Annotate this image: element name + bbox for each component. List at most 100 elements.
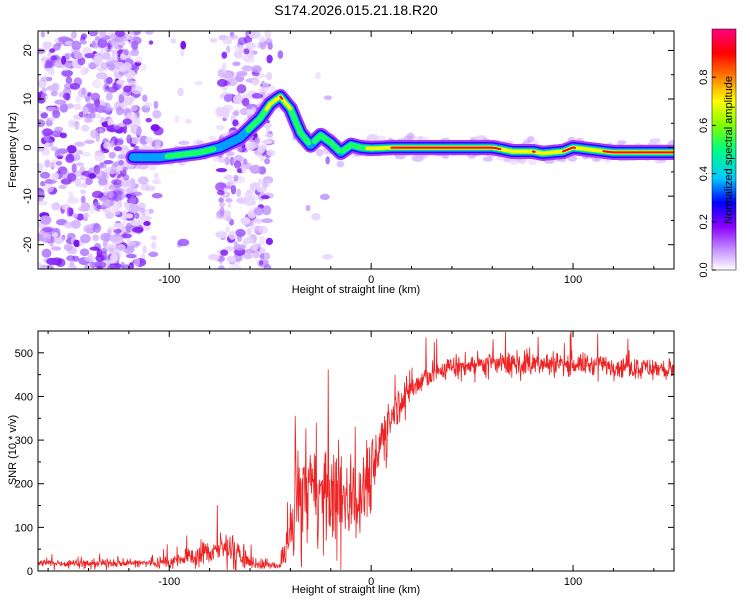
colorbar-tick-label: 0.2 [698,214,710,229]
spectrogram-noise-blob [39,171,51,179]
spectrogram-noise-blob [259,235,265,245]
spectrogram-noise-blob [266,54,273,64]
spectrogram-noise-blob [88,62,97,70]
colorbar-ticks: 0.0 0.2 0.4 0.6 0.8 [698,70,716,278]
spectrogram-halo-blob [178,140,190,145]
spectrogram-noise-blob [122,48,130,56]
spectrogram-noise-blob [225,246,236,251]
spectrogram-noise-blob [322,253,333,260]
spectrogram-noise-blob [79,175,87,181]
spectrogram-noise-blob [106,92,113,101]
spectrogram-noise-blob [234,160,242,169]
spectrogram-noise-blob [83,212,89,219]
spectrogram-halo-blob [209,135,217,142]
spectrogram-noise-blob [222,104,234,112]
spectrogram-noise-blob [263,264,272,269]
spectrogram-noise-blob [107,264,117,269]
spectrogram-noise-blob [75,149,84,155]
spectrogram-noise-blob [110,45,120,53]
spectrogram-y-label: Frequency (Hz) [7,112,19,188]
spectrogram-noise-blob [249,224,261,231]
spectrogram-noise-blob [131,40,139,51]
spectrogram-noise-blob [80,202,91,212]
spectrogram-halo-blob [196,140,205,145]
spectrogram-noise-blob [89,261,97,269]
spectrogram-noise-blob [118,94,125,104]
spectrogram-noise-blob [131,137,139,145]
spectrogram-noise-blob [61,55,67,65]
spectrogram-noise-blob [241,65,254,72]
spectrogram-noise-blob [251,243,259,251]
spectrogram-noise-blob [80,67,88,76]
spectrogram-noise-blob [115,31,125,38]
spectrogram-noise-blob [43,182,54,193]
spectrogram-noise-blob [71,163,77,173]
spectrogram-noise-blob [236,84,247,94]
spectrogram-noise-blob [216,190,225,196]
spectrogram-y-tick-label: -20 [22,237,34,253]
spectrogram-noise-blob [116,79,126,85]
spectrogram-noise-blob [82,152,91,157]
spectrogram-noise-blob [180,50,185,57]
spectrogram-noise-blob [245,42,256,50]
spectrogram-noise-blob [224,156,230,166]
snr-y-tick-label: 0 [27,566,33,578]
spectrogram-noise-blob [40,92,49,101]
spectrogram-noise-blob [50,146,59,152]
spectrogram-noise-blob [46,117,56,122]
spectrogram-noise-blob [59,103,69,113]
snr-series-line [38,331,674,571]
spectrogram-noise-blob [129,178,136,186]
spectrogram-noise-blob [215,168,228,173]
spectrogram-noise-blob [49,242,54,248]
spectrogram-noise-blob [87,252,93,261]
spectrogram-noise-blob [58,184,67,190]
spectrogram-noise-blob [125,188,134,194]
spectrogram-noise-blob [253,206,264,216]
spectrogram-noise-blob [96,265,103,269]
spectrogram-noise-blob [219,94,224,99]
spectrogram-noise-blob [319,193,330,200]
spectrogram-noise-blob [140,215,152,221]
spectrogram-noise-blob [63,221,74,229]
spectrogram-noise-blob [259,36,266,44]
spectrogram-noise-blob [105,244,117,249]
spectrogram-noise-blob [145,117,152,123]
spectrogram-noise-blob [46,257,58,266]
spectrogram-noise-blob [265,237,273,245]
spectrogram-noise-blob [73,77,83,87]
spectrogram-noise-blob [68,191,74,200]
spectrogram-noise-blob [108,151,116,159]
spectrogram-noise-blob [127,203,140,213]
spectrogram-noise-blob [177,87,184,97]
spectrogram-noise-blob [235,228,246,237]
spectrogram-noise-blob [233,174,239,182]
spectrogram-noise-blob [90,129,99,139]
spectrogram-noise-blob [260,247,266,253]
spectrogram-noise-blob [223,94,233,103]
spectrogram-noise-blob [260,195,270,200]
spectrogram-x-tick-label: -100 [158,274,180,286]
spectrogram-noise-blob [51,83,59,91]
spectrogram-noise-blob [209,38,218,43]
spectrogram-noise-blob [55,161,63,166]
spectrogram-noise-blob [83,139,95,144]
spectrogram-noise-blob [228,230,237,240]
spectrogram-noise-blob [222,111,229,119]
spectrogram-noise-blob [225,150,234,157]
spectrogram-noise-blob [98,177,108,186]
spectrogram-noise-blob [79,40,87,45]
spectrogram-noise-blob [136,126,142,136]
spectrogram-noise-blob [38,147,46,152]
spectrogram-noise-blob [41,248,52,258]
spectrogram-noise-blob [223,210,232,217]
spectrogram-noise-blob [241,166,246,174]
spectrogram-noise-blob [221,51,228,59]
spectrogram-noise-blob [74,141,86,147]
spectrogram-noise-blob [266,72,273,81]
spectrogram-noise-blob [243,253,253,260]
spectrogram-noise-blob [40,180,46,187]
spectrogram-noise-blob [41,87,48,93]
spectrogram-noise-blob [111,179,122,185]
